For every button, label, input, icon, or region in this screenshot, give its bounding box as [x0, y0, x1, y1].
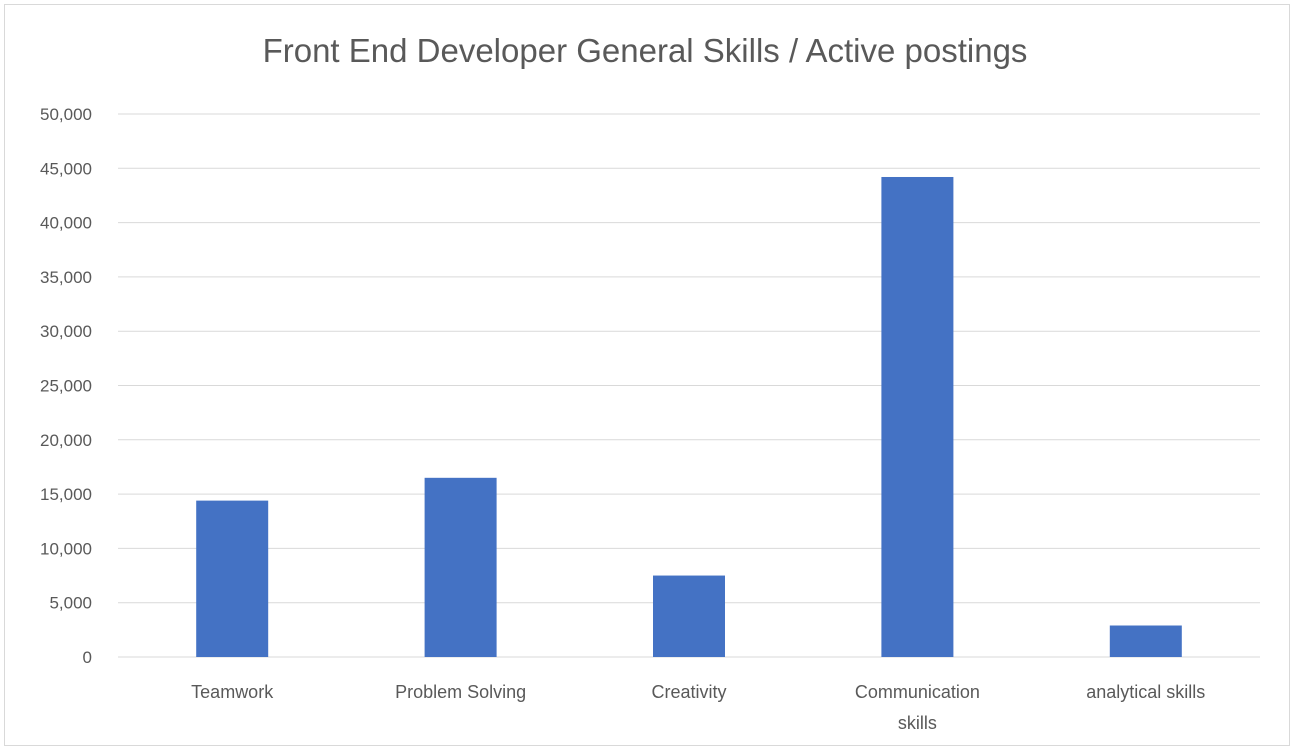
y-tick-label: 20,000: [40, 431, 92, 450]
gridlines: [118, 113, 1260, 658]
y-axis-tick-labels: 0 5,000 10,000 15,000 20,000 25,000 30,000 35,0…: [40, 105, 92, 667]
y-tick-label: 50,000: [40, 105, 92, 124]
x-category-label: analytical skills: [1086, 682, 1205, 702]
y-tick-label: 40,000: [40, 214, 92, 233]
bar-creativity: [653, 575, 725, 657]
x-category-label: Problem Solving: [395, 682, 526, 702]
y-tick-label: 45,000: [40, 159, 92, 178]
x-category-label: Communication skills: [855, 682, 980, 733]
bar-analytical-skills: [1109, 625, 1182, 657]
x-axis-category-labels: Teamwork Problem Solving Creativity Communi…: [191, 682, 1205, 733]
x-category-label: Teamwork: [191, 682, 274, 702]
y-tick-label: 0: [83, 648, 92, 667]
y-tick-label: 25,000: [40, 377, 92, 396]
y-tick-label: 35,000: [40, 268, 92, 287]
bar-problem-solving: [424, 477, 497, 657]
bars: [196, 176, 1182, 657]
y-tick-label: 10,000: [40, 539, 92, 558]
chart-title: Front End Developer General Skills / Act…: [262, 32, 1028, 69]
bar-teamwork: [196, 500, 269, 657]
y-tick-label: 5,000: [49, 594, 92, 613]
bar-communication-skills: [881, 176, 954, 657]
y-tick-label: 30,000: [40, 322, 92, 341]
x-category-label: Creativity: [651, 682, 726, 702]
y-tick-label: 15,000: [40, 485, 92, 504]
